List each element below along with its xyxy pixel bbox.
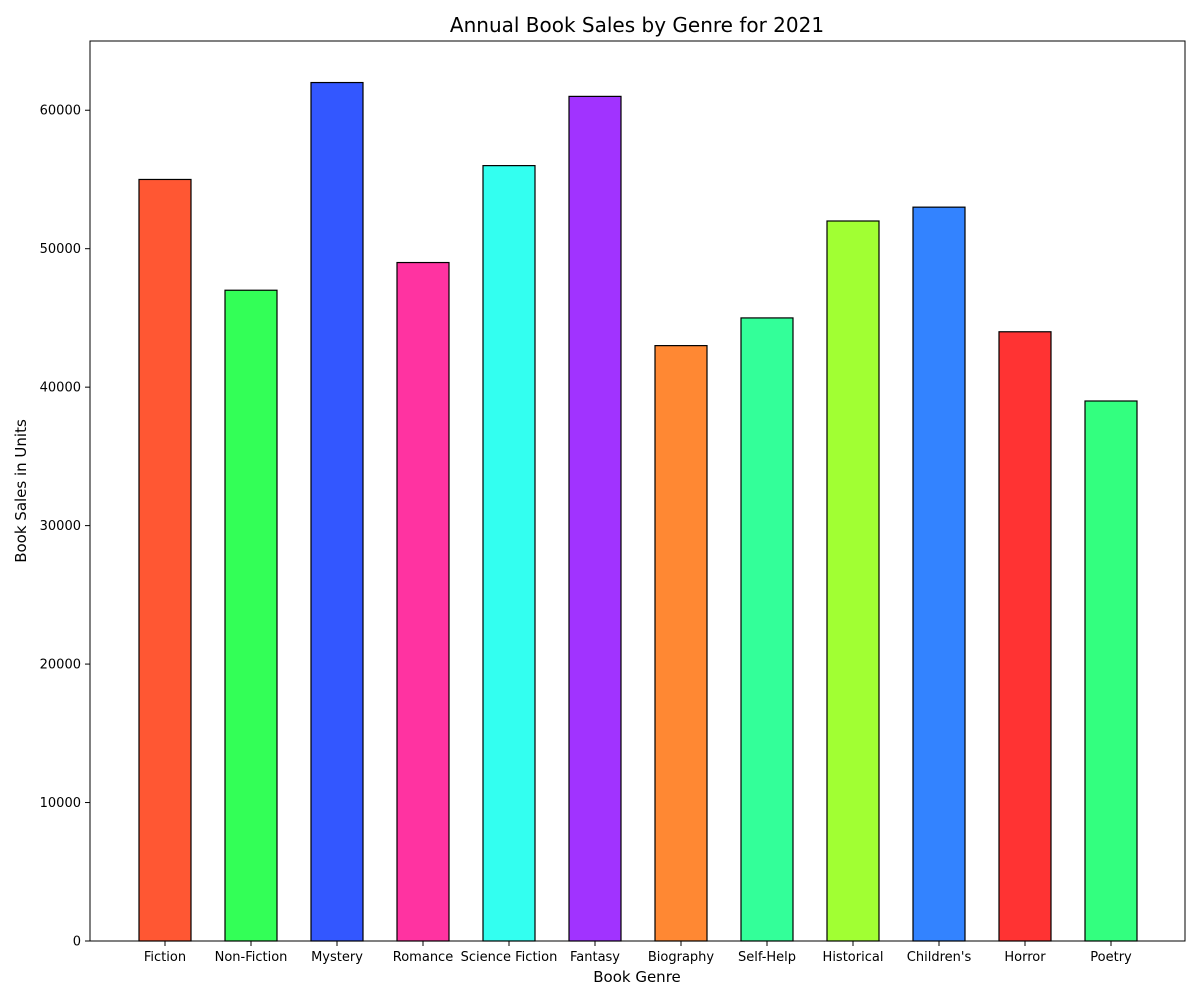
bar-fiction [138,178,192,942]
y-tick-label: 50000 [40,242,81,257]
bar-science-fiction [482,165,536,942]
y-tick-label: 10000 [40,796,81,811]
y-tick-label: 40000 [40,381,81,396]
x-axis-label: Book Genre [593,968,681,986]
x-tick-label: Horror [1004,950,1046,965]
x-tick-label: Biography [648,950,715,965]
y-axis-label: Book Sales in Units [12,419,30,563]
bar-biography [654,345,708,942]
chart-title: Annual Book Sales by Genre for 2021 [450,13,824,37]
y-tick-label: 20000 [40,658,81,673]
x-tick-label: Self-Help [738,950,796,965]
plot-frame [89,40,1186,942]
x-tick-label: Non-Fiction [215,950,288,965]
bar-mystery [310,81,364,942]
x-tick-label: Fantasy [570,950,620,965]
x-tick-label: Poetry [1090,950,1132,965]
y-tick-label: 30000 [40,519,81,534]
x-tick-label: Historical [823,950,884,965]
x-tick-label: Children's [907,950,972,965]
bar-poetry [1084,400,1138,942]
bar-fantasy [568,95,622,942]
x-tick-label: Science Fiction [461,950,558,965]
x-tick-label: Mystery [311,950,363,965]
bar-romance [396,261,450,942]
bar-non-fiction [224,289,278,942]
x-tick-label: Fiction [144,950,186,965]
bar-historical [826,220,880,942]
y-tick-label: 0 [73,935,81,950]
x-tick-label: Romance [393,950,453,965]
y-tick-label: 60000 [40,104,81,119]
bar-horror [998,331,1052,942]
bar-children-s [912,206,966,942]
bar-self-help [740,317,794,942]
plot-area: Fiction Non-Fiction Mystery Romance Science … [40,40,1186,965]
